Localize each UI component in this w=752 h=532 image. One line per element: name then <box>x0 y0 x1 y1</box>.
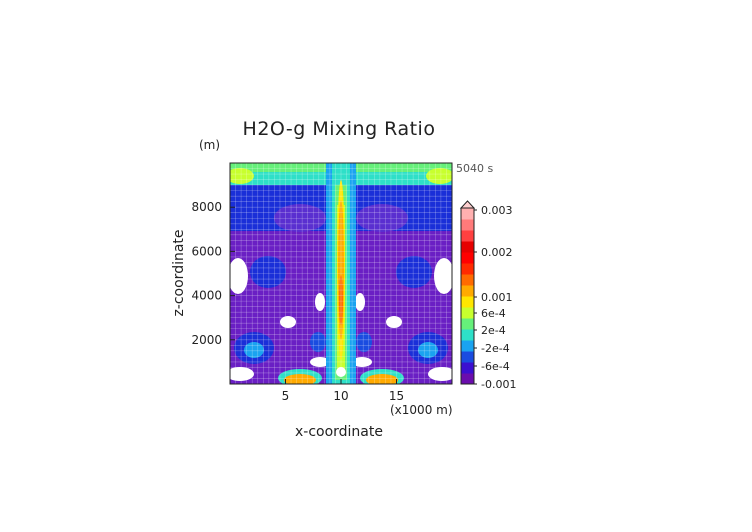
colorbar-swatch <box>461 230 474 242</box>
colorbar-swatch <box>461 274 474 286</box>
x-tick-label: 10 <box>333 389 348 403</box>
colorbar-tick-label: 6e-4 <box>481 307 506 320</box>
colorbar <box>459 200 476 385</box>
y-unit-label: (m) <box>199 138 220 152</box>
chart-title: H2O-g Mixing Ratio <box>243 118 436 140</box>
colorbar-swatch <box>461 307 474 319</box>
y-axis-ticks: 2000 4000 6000 8000 <box>191 200 235 347</box>
colorbar-tick-label: 0.003 <box>481 204 513 217</box>
colorbar-swatch <box>461 296 474 308</box>
y-tick-label: 6000 <box>191 244 222 258</box>
colorbar-tick-label: 0.002 <box>481 246 513 259</box>
colorbar-swatch <box>461 318 474 330</box>
colorbar-swatch <box>461 329 474 341</box>
colorbar-swatch <box>461 263 474 275</box>
y-tick-label: 2000 <box>191 333 222 347</box>
colorbar-tick-label: 0.001 <box>481 291 513 304</box>
colorbar-swatch <box>461 351 474 363</box>
colorbar-swatch <box>461 340 474 352</box>
colorbar-extend-triangle <box>459 200 476 209</box>
plot-field <box>230 163 452 384</box>
x-tick-label: 15 <box>389 389 404 403</box>
colorbar-swatch <box>461 362 474 374</box>
x-axis-label: x-coordinate <box>295 424 383 440</box>
colorbar-swatch <box>461 252 474 264</box>
colorbar-swatch <box>461 373 474 385</box>
colorbar-labels: 0.003 0.002 0.001 6e-4 2e-4 -2e-4 -6e-4 -0.001 <box>474 204 516 391</box>
colorbar-swatch <box>461 219 474 231</box>
colorbar-swatch <box>461 208 474 220</box>
colorbar-swatch <box>461 285 474 297</box>
y-tick-label: 4000 <box>191 289 222 303</box>
colorbar-tick-label: 2e-4 <box>481 324 506 337</box>
plot-grid <box>230 163 452 384</box>
time-label: 5040 s <box>456 162 493 175</box>
y-tick-label: 8000 <box>191 200 222 214</box>
x-axis-ticks: 5 10 15 <box>282 379 404 403</box>
y-axis-label: z-coordinate <box>171 229 187 316</box>
colorbar-tick-label: -6e-4 <box>481 360 510 373</box>
x-unit-label: (x1000 m) <box>390 403 453 417</box>
colorbar-tick-label: -2e-4 <box>481 342 510 355</box>
colorbar-swatch <box>461 241 474 253</box>
x-tick-label: 5 <box>282 389 290 403</box>
colorbar-tick-label: -0.001 <box>481 378 516 391</box>
